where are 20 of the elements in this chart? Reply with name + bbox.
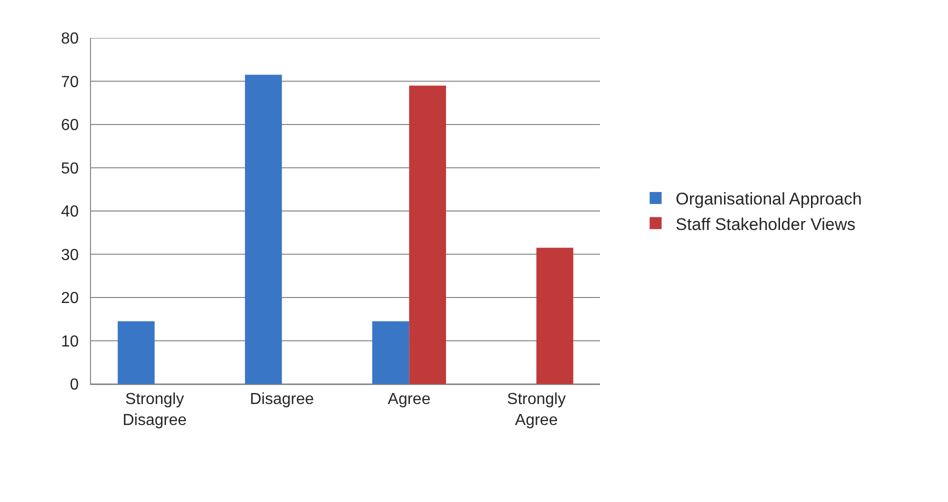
x-tick-label: Agree [388,391,431,408]
y-tick-label: 30 [61,246,79,264]
bar [372,321,410,384]
y-tick-label: 0 [70,376,79,394]
x-tick-label: Disagree [250,391,314,408]
bar [118,321,155,384]
y-tick-label: 70 [61,74,79,91]
y-tick-label: 40 [61,204,79,221]
y-tick-label: 10 [61,333,79,350]
legend-label: Staff Stakeholder Views [676,214,856,234]
bar [536,248,574,384]
y-tick-label: 50 [61,160,79,178]
x-tick-label: Strongly Agree [507,391,566,429]
y-tick-label: 20 [61,290,79,308]
y-tick-label: 60 [61,117,79,134]
bar [409,86,446,384]
y-tick-label: 80 [61,30,79,48]
bar [244,74,282,384]
legend-label: Organisational Approach [676,190,862,209]
x-tick-label: Strongly Disagree [122,391,187,429]
